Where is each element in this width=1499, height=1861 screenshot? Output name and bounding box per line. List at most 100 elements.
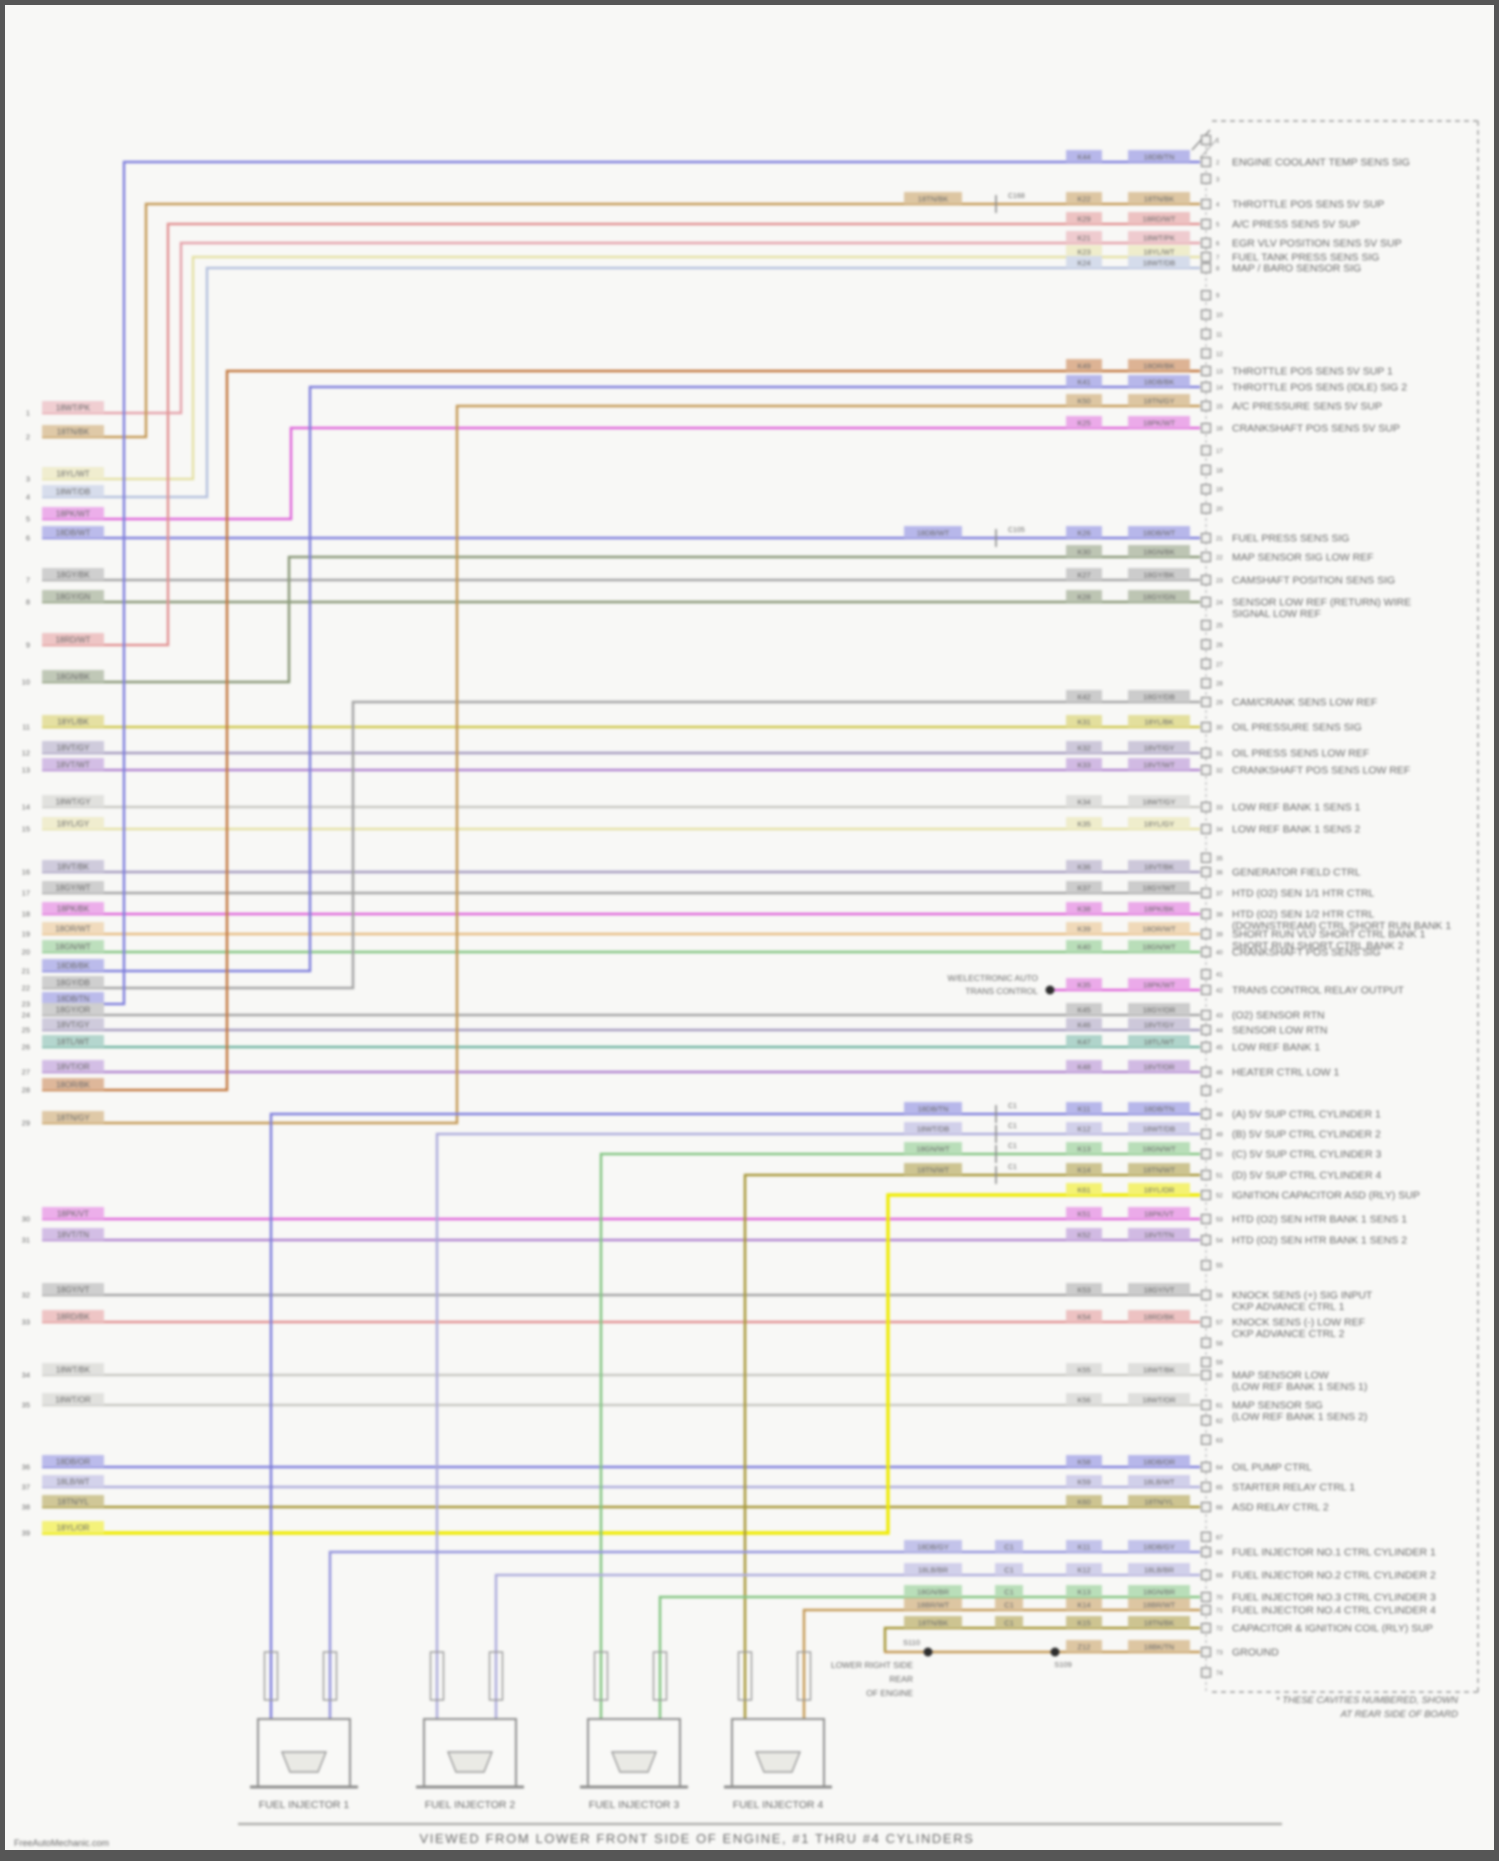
connector-pin-number-29: 29 — [1216, 701, 1223, 707]
inline-colorcode-row-8 — [1128, 590, 1190, 602]
inline-circuit-row-11-text: K31 — [1077, 718, 1090, 727]
connector-pin-68 — [1200, 1546, 1212, 1558]
inline-colorcode-row-38 — [1128, 1495, 1190, 1507]
pin-desc-inj2c-0: (B) 5V SUP CTRL CYLINDER 2 — [1232, 1129, 1381, 1141]
left-label-box-23 — [42, 992, 104, 1004]
inline-conn-inj1d — [995, 1540, 1023, 1552]
connector-pin-number-10: 10 — [1216, 313, 1223, 319]
connector-pin-number-45: 45 — [1216, 1046, 1223, 1052]
wire-inj4c — [743, 1173, 1200, 1720]
inline-colorcode-row-14-text: 18WT/GY — [1143, 798, 1176, 807]
pin-desc-row-32-1: CKP ADVANCE CTRL 1 — [1232, 1301, 1345, 1313]
inline-mid-inj1d — [904, 1540, 962, 1552]
left-label-box-26 — [42, 1035, 104, 1047]
connector-pins — [1200, 134, 1212, 1678]
connector-pin-11 — [1200, 328, 1212, 340]
left-label-code-11: 18YL/BK — [57, 718, 89, 727]
inline-circuit-row-20-text: K40 — [1077, 943, 1090, 952]
connector-pin-58 — [1200, 1337, 1212, 1348]
pin-desc-bus-0: GROUND — [1232, 1647, 1279, 1659]
inline-circuit-inj4c — [1066, 1163, 1102, 1175]
pin-desc-row-25-0: SENSOR LOW RTN — [1232, 1025, 1327, 1037]
inline-colorcode-row-35-text: 18WT/OR — [1142, 1396, 1176, 1405]
connector-pin-43 — [1200, 1009, 1212, 1021]
inline-circuit-inj2d — [1066, 1563, 1102, 1575]
inline-colorcode-inj4c — [1128, 1163, 1190, 1175]
inline-circuit-row-13 — [1066, 758, 1102, 770]
pin-desc-inj4c-0: (D) 5V SUP CTRL CYLINDER 4 — [1232, 1170, 1382, 1182]
left-label-box-6 — [42, 526, 104, 538]
inline-colorcode-row-2-text: 18TN/BK — [1144, 195, 1174, 204]
connector-pin-number-56: 56 — [1216, 1294, 1223, 1300]
bus-splice-2-label: S109 — [1054, 1660, 1072, 1669]
left-label-code-10: 18GN/BK — [56, 673, 90, 682]
connector-pin-number-40: 40 — [1216, 951, 1223, 957]
left-label-code-17: 18GY/WT — [55, 884, 90, 893]
left-pin-number-23: 23 — [22, 1000, 30, 1009]
inline-circuit-row-14 — [1066, 795, 1102, 807]
connector-pin-number-60: 60 — [1216, 1374, 1223, 1380]
connector-pin-69 — [1200, 1569, 1212, 1581]
pin-desc-row-36-0: OIL PUMP CTRL — [1232, 1462, 1312, 1474]
inline-circuit-row-36 — [1066, 1455, 1102, 1467]
inline-conn-cap-text: C1 — [1004, 1619, 1014, 1628]
inline-colorcode-row-26 — [1128, 1035, 1190, 1047]
connector-pin-number-69: 69 — [1216, 1574, 1223, 1580]
wire-row-22 — [42, 700, 1200, 990]
inline-circuit-row-21-text: K41 — [1077, 378, 1090, 387]
injector-4-label: FUEL INJECTOR 4 — [733, 1799, 824, 1811]
pin-desc-row-7-0: CAMSHAFT POSITION SENS SIG — [1232, 575, 1395, 587]
connector-pin-6 — [1200, 237, 1212, 249]
connector-pin-66 — [1200, 1501, 1212, 1513]
inline-circuit-row-6 — [1066, 526, 1102, 538]
connector-pin-60 — [1200, 1369, 1212, 1381]
inline-conn-inj2d-text: C1 — [1004, 1566, 1014, 1575]
wire-row-21 — [42, 385, 1200, 973]
inline-circuit-row-30-text: K51 — [1077, 1210, 1090, 1219]
wire-inj2d — [494, 1573, 1200, 1720]
left-label-box-15 — [42, 817, 104, 829]
inline-colorcode-splice — [1128, 978, 1190, 990]
inline-mid-inj1d-text: 18DB/GY — [917, 1543, 949, 1552]
inline-circuit-inj1c-text: K11 — [1078, 1105, 1091, 1114]
inline-colorcode-row-33-text: 18RD/BK — [1143, 1313, 1174, 1322]
inline-mid-inj2d-text: 18LB/BR — [918, 1566, 949, 1575]
left-pin-number-13: 13 — [22, 766, 30, 775]
wire-row-39 — [42, 1193, 1200, 1535]
inline-circuit-row-4 — [1066, 256, 1102, 268]
connector-pin-53 — [1200, 1213, 1212, 1225]
inline-circuit-row-28-text: K49 — [1077, 362, 1090, 371]
inline-colorcode-row-23-text: 18DB/TN — [1144, 153, 1175, 162]
connector-pin-number-43: 43 — [1216, 1014, 1223, 1020]
left-label-code-30: 18PK/VT — [57, 1210, 89, 1219]
pin-desc-row-14-0: LOW REF BANK 1 SENS 1 — [1232, 802, 1361, 814]
connector-pin-59 — [1200, 1357, 1212, 1368]
inline-colorcode-row-13-text: 18VT/WT — [1143, 761, 1175, 770]
inline-circuit-inj4c-text: K14 — [1077, 1166, 1090, 1175]
connector-pin-number-5: 5 — [1216, 223, 1220, 229]
inline-circuit-row-16 — [1066, 860, 1102, 872]
inline-conn-inj3d-text: C1 — [1004, 1588, 1014, 1597]
inline-colorcode-row-16-text: 18VT/BK — [1144, 863, 1174, 872]
connector-pin-70 — [1200, 1591, 1212, 1603]
connector-pin-72 — [1200, 1622, 1212, 1634]
inline-circuit-inj1d — [1066, 1540, 1102, 1552]
inline-colorcode-row-7 — [1128, 568, 1190, 580]
inline-mid-inj2d — [904, 1563, 962, 1575]
inline-colorcode-row-31 — [1128, 1228, 1190, 1240]
connector-pin-number-41: 41 — [1216, 973, 1223, 979]
connector-pin-51 — [1200, 1169, 1212, 1181]
left-pin-number-30: 30 — [22, 1215, 30, 1224]
connector-corner-tick2 — [1199, 137, 1219, 159]
inline-circuit-row-12 — [1066, 741, 1102, 753]
connector-pin-number-20: 20 — [1216, 507, 1223, 513]
left-pin-number-5: 5 — [26, 515, 30, 524]
left-label-box-31 — [42, 1228, 104, 1240]
left-pin-labels — [42, 401, 104, 1533]
pin-desc-row-15-0: LOW REF BANK 1 SENS 2 — [1232, 824, 1361, 836]
connector-pin-31 — [1200, 747, 1212, 759]
connector-pin-42 — [1200, 984, 1212, 996]
inline-circuit-row-34-text: K55 — [1077, 1366, 1090, 1375]
connector-pin-number-65: 65 — [1216, 1486, 1223, 1492]
